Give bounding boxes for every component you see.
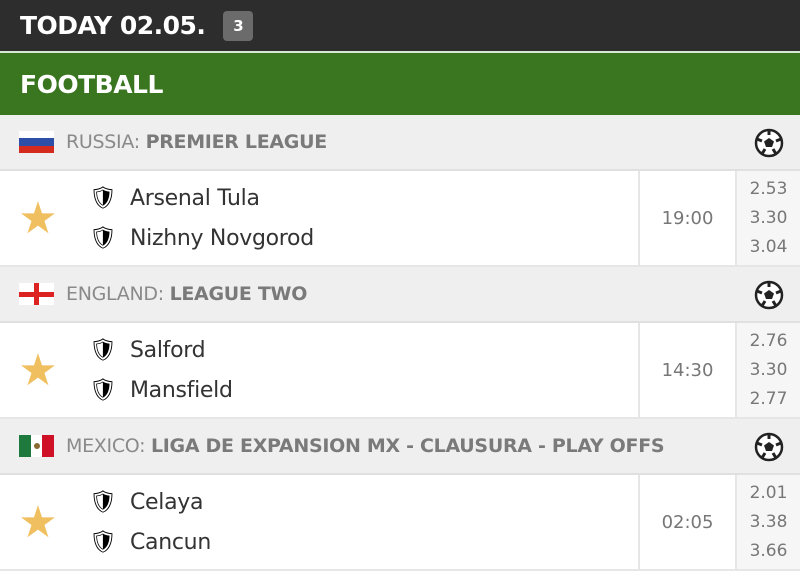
match-count-badge: 3	[223, 10, 254, 41]
home-team-logo-icon: 🛡	[89, 185, 117, 211]
odd-home[interactable]: 2.76	[749, 330, 788, 351]
odd-away[interactable]: 2.77	[749, 388, 788, 409]
date-title: TODAY 02.05.	[20, 11, 206, 40]
match-row[interactable]: ★ 🛡 Salford 🛡 Mansfield 14:30 2.76 3.30 2.…	[0, 323, 800, 419]
odd-away[interactable]: 3.04	[749, 236, 788, 257]
match-time: 02:05	[640, 475, 737, 569]
odds[interactable]: 2.01 3.38 3.66	[737, 475, 800, 569]
favorite-star-icon[interactable]: ★	[18, 344, 58, 396]
match-time: 14:30	[640, 323, 737, 417]
home-team: 🛡 Celaya	[76, 482, 638, 522]
away-team-name: Mansfield	[130, 377, 233, 403]
league-name: ENGLAND: LEAGUE TWO	[66, 283, 308, 305]
match-row[interactable]: ★ 🛡 Celaya 🛡 Cancun 02:05 2.01 3.38 3.66	[0, 475, 800, 571]
league-header[interactable]: RUSSIA: PREMIER LEAGUE	[0, 115, 800, 171]
away-team: 🛡 Nizhny Novgorod	[76, 218, 638, 258]
home-team-logo-icon: 🛡	[89, 337, 117, 363]
league-header[interactable]: MEXICO: LIGA DE EXPANSION MX - CLAUSURA …	[0, 419, 800, 475]
teams: 🛡 Celaya 🛡 Cancun	[76, 475, 640, 569]
date-header: TODAY 02.05. 3	[0, 0, 800, 53]
favorite-star-icon[interactable]: ★	[18, 496, 58, 548]
away-team-logo-icon: 🛡	[89, 377, 117, 403]
home-team: 🛡 Salford	[76, 330, 638, 370]
league-name: MEXICO: LIGA DE EXPANSION MX - CLAUSURA …	[66, 435, 665, 457]
odds[interactable]: 2.76 3.30 2.77	[737, 323, 800, 417]
away-team-name: Nizhny Novgorod	[130, 225, 314, 251]
sport-header[interactable]: FOOTBALL	[0, 53, 800, 115]
away-team: 🛡 Mansfield	[76, 370, 638, 410]
away-team-logo-icon: 🛡	[89, 225, 117, 251]
odds[interactable]: 2.53 3.30 3.04	[737, 171, 800, 265]
teams: 🛡 Salford 🛡 Mansfield	[76, 323, 640, 417]
england-flag-icon	[19, 283, 54, 305]
odd-draw[interactable]: 3.38	[749, 511, 788, 532]
odd-draw[interactable]: 3.30	[749, 359, 788, 380]
odd-home[interactable]: 2.01	[749, 482, 788, 503]
football-icon	[754, 280, 784, 310]
match-time: 19:00	[640, 171, 737, 265]
away-team: 🛡 Cancun	[76, 522, 638, 562]
teams: 🛡 Arsenal Tula 🛡 Nizhny Novgorod	[76, 171, 640, 265]
odd-home[interactable]: 2.53	[749, 178, 788, 199]
favorite-star-icon[interactable]: ★	[18, 192, 58, 244]
odd-draw[interactable]: 3.30	[749, 207, 788, 228]
football-icon	[754, 128, 784, 158]
home-team-name: Arsenal Tula	[130, 185, 260, 211]
away-team-name: Cancun	[130, 529, 211, 555]
mexico-flag-icon	[19, 435, 54, 457]
home-team-name: Salford	[130, 337, 206, 363]
odd-away[interactable]: 3.66	[749, 540, 788, 561]
russia-flag-icon	[19, 131, 54, 153]
home-team-name: Celaya	[130, 489, 204, 515]
match-row[interactable]: ★ 🛡 Arsenal Tula 🛡 Nizhny Novgorod 19:00 2…	[0, 171, 800, 267]
home-team-logo-icon: 🛡	[89, 489, 117, 515]
league-name: RUSSIA: PREMIER LEAGUE	[66, 131, 327, 153]
away-team-logo-icon: 🛡	[89, 529, 117, 555]
football-icon	[754, 432, 784, 462]
league-header[interactable]: ENGLAND: LEAGUE TWO	[0, 267, 800, 323]
home-team: 🛡 Arsenal Tula	[76, 178, 638, 218]
